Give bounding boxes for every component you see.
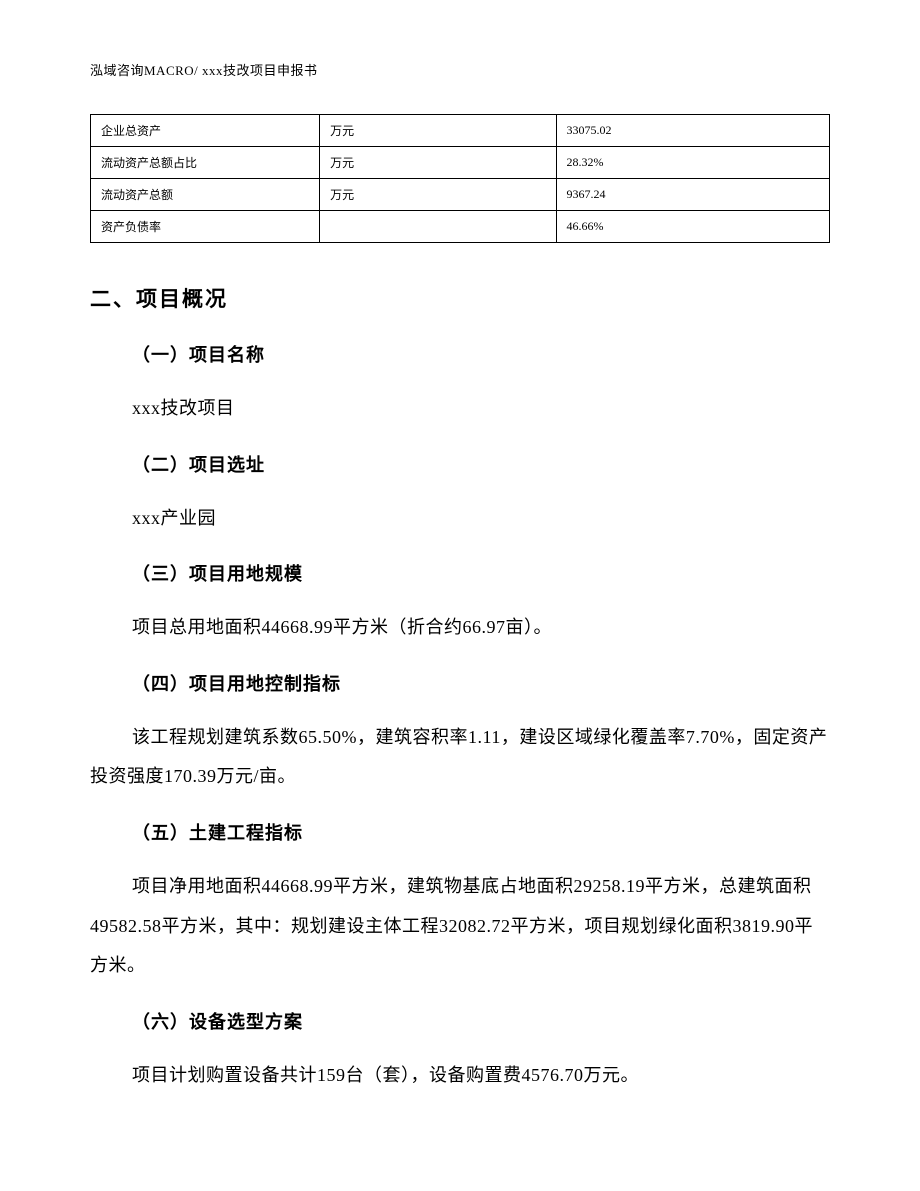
body-text: xxx技改项目 xyxy=(132,389,830,429)
table-row: 流动资产总额占比 万元 28.32% xyxy=(91,147,830,179)
document-page: 泓域咨询MACRO/ xxx技改项目申报书 企业总资产 万元 33075.02 … xyxy=(0,0,920,1177)
table-cell-value: 46.66% xyxy=(556,211,829,243)
subsection-1: （一）项目名称 xxx技改项目 xyxy=(90,341,830,429)
body-text: 项目总用地面积44668.99平方米（折合约66.97亩）。 xyxy=(132,608,830,648)
body-text: 项目计划购置设备共计159台（套），设备购置费4576.70万元。 xyxy=(132,1056,830,1096)
table-row: 企业总资产 万元 33075.02 xyxy=(91,115,830,147)
table-cell-label: 流动资产总额占比 xyxy=(91,147,320,179)
sub-heading: （二）项目选址 xyxy=(132,451,830,477)
sub-heading: （三）项目用地规模 xyxy=(132,560,830,586)
page-header: 泓域咨询MACRO/ xxx技改项目申报书 xyxy=(90,60,830,79)
subsection-5: （五）土建工程指标 项目净用地面积44668.99平方米，建筑物基底占地面积29… xyxy=(90,819,830,986)
body-text: 该工程规划建筑系数65.50%，建筑容积率1.11，建设区域绿化覆盖率7.70%… xyxy=(90,718,830,797)
table-cell-unit xyxy=(320,211,556,243)
subsection-3: （三）项目用地规模 项目总用地面积44668.99平方米（折合约66.97亩）。 xyxy=(90,560,830,648)
table-cell-value: 28.32% xyxy=(556,147,829,179)
header-text: 泓域咨询MACRO/ xxx技改项目申报书 xyxy=(90,63,318,78)
table-cell-label: 企业总资产 xyxy=(91,115,320,147)
table-cell-unit: 万元 xyxy=(320,147,556,179)
subsection-6: （六）设备选型方案 项目计划购置设备共计159台（套），设备购置费4576.70… xyxy=(90,1008,830,1096)
table-row: 流动资产总额 万元 9367.24 xyxy=(91,179,830,211)
table-cell-label: 流动资产总额 xyxy=(91,179,320,211)
subsection-4: （四）项目用地控制指标 该工程规划建筑系数65.50%，建筑容积率1.11，建设… xyxy=(90,670,830,797)
body-text: 项目净用地面积44668.99平方米，建筑物基底占地面积29258.19平方米，… xyxy=(90,867,830,986)
table-cell-label: 资产负债率 xyxy=(91,211,320,243)
table-cell-value: 33075.02 xyxy=(556,115,829,147)
body-text: xxx产业园 xyxy=(132,499,830,539)
section-title: 二、项目概况 xyxy=(90,283,830,313)
sub-heading: （四）项目用地控制指标 xyxy=(132,670,830,696)
financial-table: 企业总资产 万元 33075.02 流动资产总额占比 万元 28.32% 流动资… xyxy=(90,114,830,243)
table-cell-unit: 万元 xyxy=(320,115,556,147)
table-cell-value: 9367.24 xyxy=(556,179,829,211)
sub-heading: （五）土建工程指标 xyxy=(132,819,830,845)
subsection-2: （二）项目选址 xxx产业园 xyxy=(90,451,830,539)
table-row: 资产负债率 46.66% xyxy=(91,211,830,243)
table-cell-unit: 万元 xyxy=(320,179,556,211)
sub-heading: （六）设备选型方案 xyxy=(132,1008,830,1034)
sub-heading: （一）项目名称 xyxy=(132,341,830,367)
